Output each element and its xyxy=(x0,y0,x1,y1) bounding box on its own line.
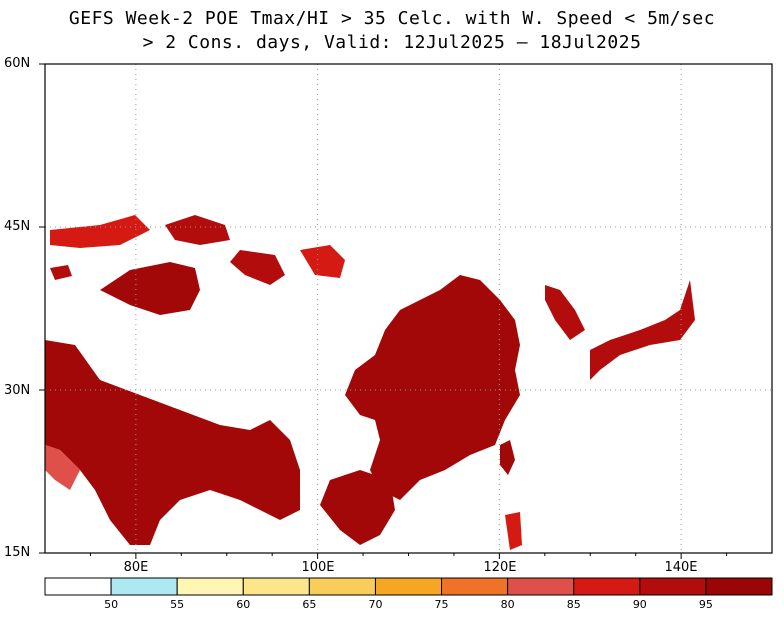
colorbar-label: 55 xyxy=(170,598,185,611)
shading-inner-mongolia xyxy=(300,245,345,278)
lat-label-30n: 30N xyxy=(4,383,31,398)
shading-taiwan xyxy=(500,440,515,475)
colorbar-swatch xyxy=(374,577,443,596)
colorbar-label: 70 xyxy=(368,598,383,611)
shading-tarim xyxy=(100,262,200,315)
colorbar-swatch xyxy=(639,577,707,596)
lon-label-140e: 140E xyxy=(664,560,698,575)
shading-gobi xyxy=(230,250,285,285)
lat-label-60n: 60N xyxy=(4,56,31,71)
lon-label-100e: 100E xyxy=(301,560,335,575)
lon-label-80e: 80E xyxy=(123,560,149,575)
colorbar-swatch xyxy=(573,577,641,596)
colorbar-swatch xyxy=(705,577,773,596)
colorbar-swatch xyxy=(242,577,310,596)
colorbar-swatch xyxy=(507,577,575,596)
map-title-line2: > 2 Cons. days, Valid: 12Jul2025 — 18Jul… xyxy=(142,32,642,53)
colorbar-label: 60 xyxy=(236,598,251,611)
shading-dzungaria xyxy=(165,215,230,245)
map-title-line1: GEFS Week-2 POE Tmax/HI > 35 Celc. with … xyxy=(68,8,716,29)
lat-label-15n: 15N xyxy=(4,545,31,560)
lon-label-120e: 120E xyxy=(483,560,517,575)
colorbar-swatch xyxy=(44,577,112,596)
shading-south-asia-fringe xyxy=(45,445,80,490)
shading-indochina xyxy=(320,470,395,545)
probability-shading xyxy=(45,215,695,550)
colorbar-label: 65 xyxy=(302,598,317,611)
colorbar-label: 95 xyxy=(698,598,713,611)
colorbar-swatch xyxy=(308,577,376,596)
colorbar-label: 90 xyxy=(632,598,647,611)
colorbar-swatch xyxy=(176,577,244,596)
shading-south-asia xyxy=(45,340,300,545)
lat-label-45n: 45N xyxy=(4,219,31,234)
shading-philippines xyxy=(505,512,522,550)
coordinate-grid xyxy=(45,64,772,553)
colorbar-swatch xyxy=(110,577,178,596)
shading-kazakh xyxy=(50,215,150,248)
colorbar xyxy=(44,577,773,596)
shading-japan xyxy=(590,280,695,380)
colorbar-label: 80 xyxy=(500,598,515,611)
shading-east-china xyxy=(345,275,520,500)
colorbar-label: 75 xyxy=(434,598,449,611)
colorbar-swatch xyxy=(441,577,509,596)
colorbar-label: 50 xyxy=(104,598,119,611)
shading-korea xyxy=(545,285,585,340)
colorbar-label: 85 xyxy=(566,598,581,611)
shading-kazakh-small xyxy=(50,265,72,280)
axis-ticks xyxy=(39,63,728,559)
